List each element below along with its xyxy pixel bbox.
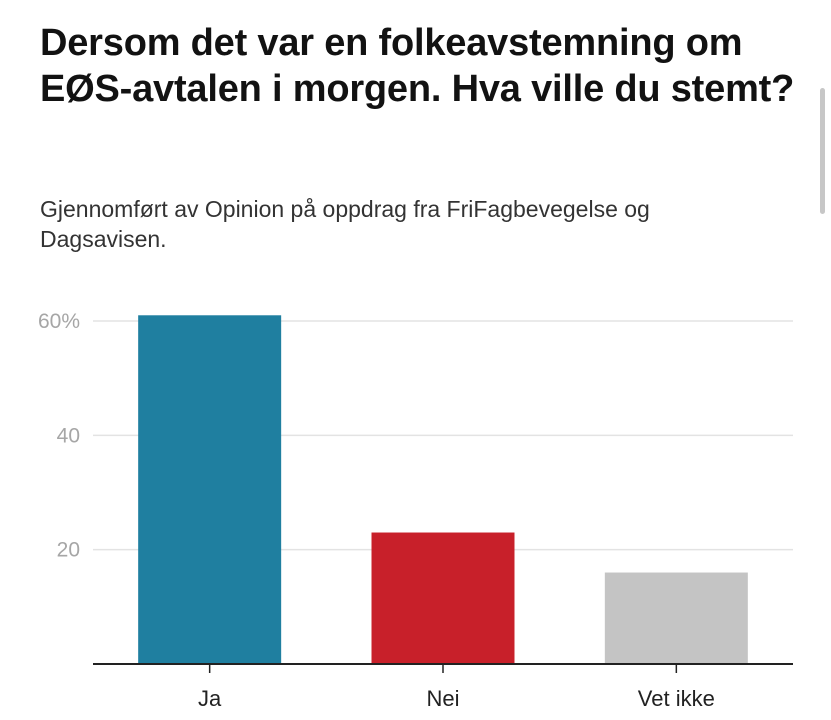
chart-subtitle: Gjennomført av Opinion på oppdrag fra Fr…	[40, 196, 650, 252]
x-tick-label: Ja	[198, 686, 222, 711]
bar-nei	[371, 532, 515, 664]
bar-ja	[138, 315, 282, 664]
x-tick-label: Nei	[426, 686, 459, 711]
scrollbar[interactable]	[820, 88, 825, 214]
bar-vet-ikke	[604, 572, 748, 664]
y-tick-label: 20	[57, 539, 80, 562]
y-tick-label: 40	[57, 424, 80, 447]
chart-title: Dersom det var en folkeavstemning om EØS…	[40, 22, 795, 110]
x-tick-label: Vet ikke	[638, 686, 715, 711]
y-tick-label: 60%	[38, 310, 80, 333]
